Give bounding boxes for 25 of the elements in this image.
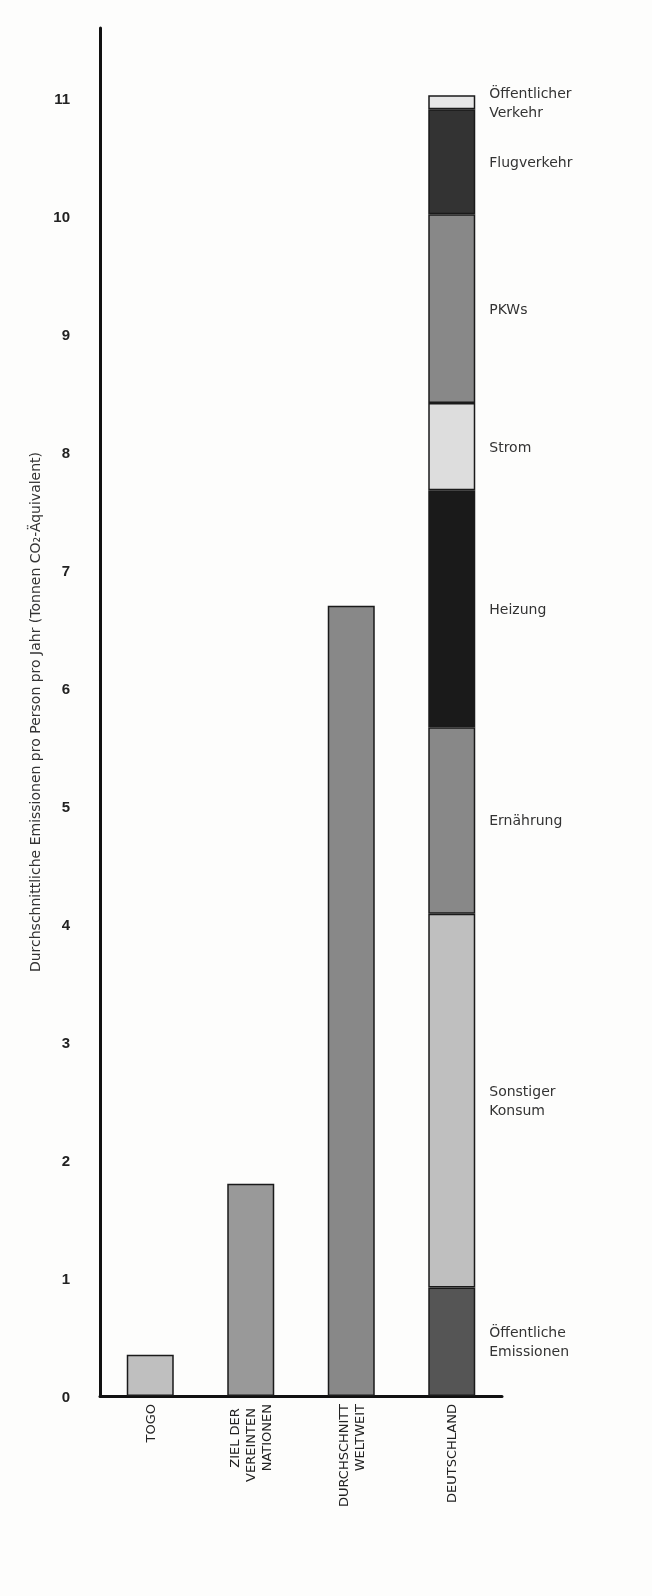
series-label: Flugverkehr <box>489 153 573 170</box>
x-tick-label: TOGO <box>142 1404 158 1444</box>
y-tick-label: 9 <box>61 326 70 344</box>
series-label: Strom <box>489 438 532 455</box>
y-tick-label: 0 <box>61 1387 70 1405</box>
x-tick-label: DURCHSCHNITT WELTWEIT <box>335 1403 367 1508</box>
y-tick-label: 1 <box>61 1269 70 1287</box>
x-tick-label: ZIEL DER VEREINTEN NATIONEN <box>227 1404 275 1482</box>
series-label: Ernährung <box>489 812 563 829</box>
y-tick-label: 3 <box>61 1033 70 1051</box>
series-label: Öffentlicher Verkehr <box>489 83 577 120</box>
y-tick-label: 6 <box>61 679 70 697</box>
y-tick-label: 11 <box>54 90 70 108</box>
series-label: Öffentliche Emissionen <box>489 1323 571 1360</box>
y-axis-title: Durchschnittliche Emissionen pro Person pro Jahr (Tonnen CO₂-Äquivalent) <box>26 451 44 973</box>
y-tick-label: 7 <box>61 561 70 579</box>
series-label: PKWs <box>489 300 528 317</box>
series-label: Sonstiger Konsum <box>489 1083 560 1119</box>
y-tick-label: 2 <box>61 1151 70 1169</box>
y-tick-label: 8 <box>61 444 70 462</box>
y-tick-label: 4 <box>61 915 71 933</box>
series-label: Heizung <box>489 600 547 617</box>
x-tick-label: DEUTSCHLAND <box>444 1404 460 1503</box>
y-tick-label: 5 <box>61 797 70 815</box>
y-tick-label: 10 <box>53 208 70 226</box>
